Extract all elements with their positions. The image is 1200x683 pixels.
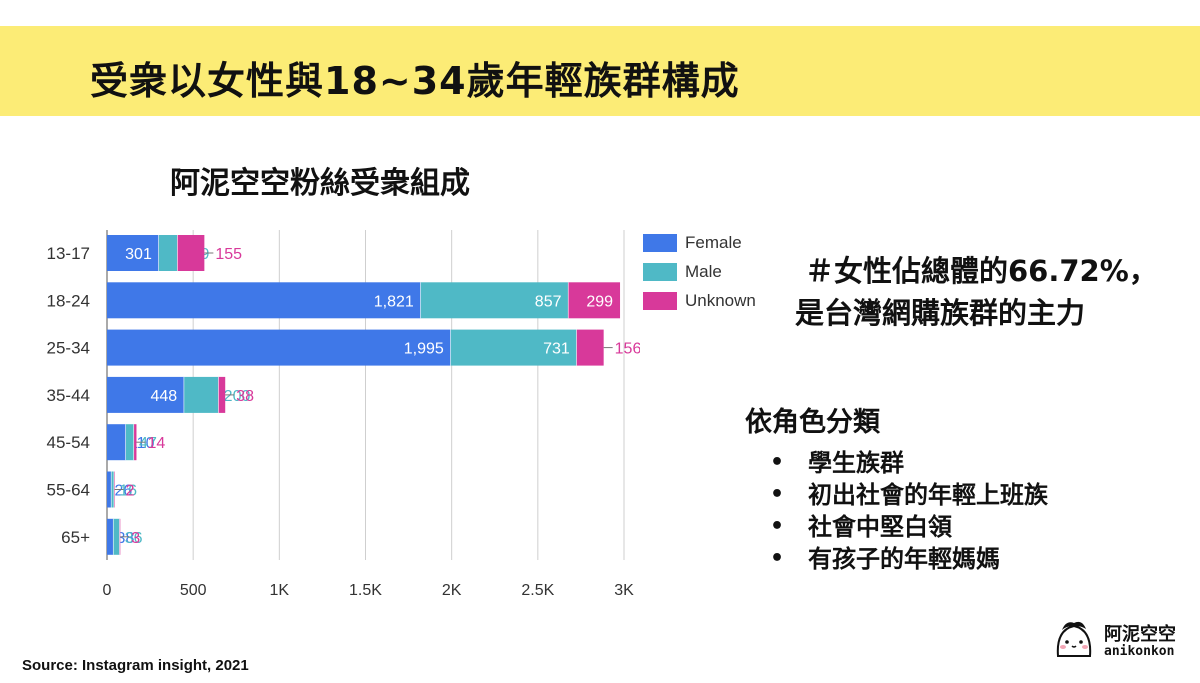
list-item: • 有孩子的年輕媽媽 bbox=[770, 543, 1048, 575]
legend-label-female: Female bbox=[685, 232, 742, 252]
source-note: Source: Instagram insight, 2021 bbox=[22, 657, 249, 674]
x-tick-label: 2.5K bbox=[521, 582, 554, 599]
data-label-male: 47 bbox=[139, 435, 157, 452]
bar-female bbox=[107, 376, 185, 413]
data-label-female: 26 bbox=[114, 483, 132, 500]
legend-swatch-male bbox=[643, 262, 677, 281]
role-label: 有孩子的年輕媽媽 bbox=[808, 545, 1000, 573]
legend-label-unknown: Unknown bbox=[685, 290, 756, 310]
bar-male bbox=[125, 424, 135, 461]
chart-legend: Female Male Unknown bbox=[643, 228, 756, 315]
highlight-statement: ＃女性佔總體的66.72%， 是台灣網購族群的主力 bbox=[795, 250, 1158, 334]
data-label-male: 36 bbox=[125, 530, 143, 547]
bar-male bbox=[158, 235, 178, 271]
bullet-icon: • bbox=[770, 514, 785, 539]
list-item: • 初出社會的年輕上班族 bbox=[770, 479, 1048, 511]
bar-male bbox=[450, 329, 577, 366]
category-label: 18-24 bbox=[47, 291, 90, 310]
x-tick-label: 1.5K bbox=[349, 582, 382, 599]
legend-swatch-unknown bbox=[643, 291, 677, 310]
x-tick-label: 2K bbox=[442, 582, 462, 599]
legend-label-male: Male bbox=[685, 261, 722, 281]
category-label: 55-64 bbox=[47, 481, 90, 500]
bar-unknown bbox=[177, 235, 205, 271]
category-label: 35-44 bbox=[47, 386, 90, 405]
highlight-line-2: 是台灣網購族群的主力 bbox=[795, 296, 1086, 330]
data-label-unknown: 38 bbox=[236, 388, 254, 405]
bar-male bbox=[111, 471, 115, 508]
data-label-unknown: 3 bbox=[131, 530, 140, 547]
page-title: 受衆以女性與18~34歲年輕族群構成 bbox=[90, 59, 740, 103]
logo-name: 阿泥空空 bbox=[1104, 624, 1176, 645]
bar-unknown bbox=[218, 376, 226, 413]
data-label-unknown: 156 bbox=[615, 341, 640, 358]
bullet-icon: • bbox=[770, 546, 785, 571]
category-label: 45-54 bbox=[47, 433, 90, 452]
data-label-female: 301 bbox=[125, 246, 152, 263]
bar-female bbox=[107, 518, 114, 555]
data-label-unknown: 14 bbox=[147, 435, 165, 452]
legend-item-unknown: Unknown bbox=[643, 286, 756, 315]
data-label-unknown: 299 bbox=[586, 293, 613, 310]
bar-unknown bbox=[568, 282, 621, 319]
legend-item-male: Male bbox=[643, 257, 756, 286]
bar-female bbox=[107, 471, 112, 508]
bullet-icon: • bbox=[770, 482, 785, 507]
chart-title: 阿泥空空粉絲受衆組成 bbox=[170, 166, 470, 201]
mascot-face-icon bbox=[1056, 621, 1092, 657]
data-label-female: 448 bbox=[151, 388, 178, 405]
role-label: 社會中堅白領 bbox=[808, 513, 952, 541]
bar-female bbox=[107, 424, 126, 461]
data-label-male: 16 bbox=[119, 483, 137, 500]
data-label-female: 38 bbox=[117, 530, 135, 547]
bar-male bbox=[420, 282, 569, 319]
data-label-male: 731 bbox=[543, 341, 570, 358]
bar-male bbox=[113, 518, 120, 555]
category-label: 25-34 bbox=[47, 339, 90, 358]
legend-swatch-female bbox=[643, 233, 677, 252]
highlight-line-1: ＃女性佔總體的66.72%， bbox=[805, 254, 1158, 288]
data-label-female: 1,995 bbox=[404, 341, 444, 358]
bullet-icon: • bbox=[770, 450, 785, 475]
x-tick-label: 500 bbox=[180, 582, 207, 599]
bar-female bbox=[107, 282, 421, 319]
roles-heading: 依角色分類 bbox=[745, 407, 880, 438]
list-item: • 學生族群 bbox=[770, 447, 1048, 479]
data-label-female: 1,821 bbox=[374, 293, 414, 310]
bar-unknown bbox=[576, 329, 604, 366]
data-label-unknown: 155 bbox=[215, 246, 242, 263]
bar-female bbox=[107, 329, 451, 366]
list-item: • 社會中堅白領 bbox=[770, 511, 1048, 543]
stacked-bar-chart: 05001K1.5K2K2.5K3K13-1730110915518-241,8… bbox=[47, 230, 640, 599]
bar-unknown bbox=[134, 424, 137, 461]
role-label: 初出社會的年輕上班族 bbox=[808, 481, 1048, 509]
x-tick-label: 1K bbox=[270, 582, 290, 599]
bar-female bbox=[107, 235, 159, 271]
x-tick-label: 3K bbox=[614, 582, 634, 599]
data-label-male: 200 bbox=[224, 388, 251, 405]
brand-logo: 阿泥空空 anikonkon bbox=[1052, 614, 1192, 664]
logo-subtitle: anikonkon bbox=[1104, 644, 1175, 659]
data-label-unknown: 2 bbox=[126, 483, 135, 500]
header-banner bbox=[0, 26, 1200, 116]
data-label-male: 857 bbox=[535, 293, 562, 310]
roles-list: • 學生族群 • 初出社會的年輕上班族 • 社會中堅白領 • 有孩子的年輕媽媽 bbox=[770, 447, 1048, 575]
bar-unknown bbox=[114, 471, 115, 508]
x-tick-label: 0 bbox=[103, 582, 112, 599]
category-label: 13-17 bbox=[47, 244, 90, 263]
category-label: 65+ bbox=[61, 528, 90, 547]
role-label: 學生族群 bbox=[808, 449, 904, 477]
legend-item-female: Female bbox=[643, 228, 756, 257]
bar-male bbox=[184, 376, 219, 413]
bar-unknown bbox=[119, 518, 121, 555]
